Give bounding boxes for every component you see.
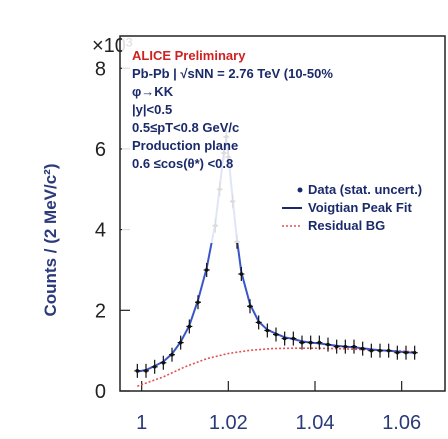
data-point xyxy=(247,299,253,314)
data-point xyxy=(333,339,340,354)
legend-item: Residual BG xyxy=(282,218,385,233)
annotation-line: Production plane xyxy=(132,138,238,153)
series-layer xyxy=(134,129,418,387)
data-point xyxy=(394,345,401,360)
y-tick-label: 2 xyxy=(95,300,106,322)
annotation-line: |y|<0.5 xyxy=(132,102,172,117)
residual-bg-curve xyxy=(137,347,415,387)
data-point xyxy=(351,339,357,354)
annotation-line: 0.5≤pT<0.8 GeV/c xyxy=(132,120,239,135)
data-point xyxy=(359,341,366,356)
data-point xyxy=(143,363,149,378)
annotation-line: 0.6 ≤cos(θ*) <0.8 xyxy=(132,156,233,171)
data-point xyxy=(281,331,288,346)
data-point xyxy=(273,327,279,342)
data-point xyxy=(325,337,331,352)
data-point xyxy=(195,295,201,310)
data-point xyxy=(316,335,323,350)
x-tick-label: 1.02 xyxy=(209,412,248,434)
data-point xyxy=(411,345,418,360)
y-tick-label: 8 xyxy=(95,58,106,80)
data-point xyxy=(255,315,262,330)
data-point xyxy=(177,335,184,350)
data-point xyxy=(203,262,210,277)
x-tick-label: 1 xyxy=(136,412,147,434)
x-tick-label: 1.04 xyxy=(296,412,335,434)
x-ticks: 1 1.02 1.04 1.06 xyxy=(136,381,421,434)
legend-label: Residual BG xyxy=(308,218,385,233)
data-point xyxy=(299,335,305,350)
data-point xyxy=(169,347,175,362)
y-axis-label: Counts / (2 MeV/c²) xyxy=(41,163,60,316)
annotation-line: ALICE Preliminary xyxy=(132,48,246,63)
plot-frame xyxy=(119,35,446,392)
legend-label: Voigtian Peak Fit xyxy=(308,200,412,215)
legend-label: Data (stat. uncert.) xyxy=(308,182,422,197)
data-point xyxy=(186,319,193,334)
data-point xyxy=(160,355,167,370)
data-point xyxy=(377,343,383,358)
data-point xyxy=(307,335,314,350)
x-tick-label: 1.06 xyxy=(382,412,421,434)
data-point xyxy=(290,331,297,346)
data-point xyxy=(151,359,158,374)
annotation-line: Pb-Pb | √sNN = 2.76 TeV (10-50% xyxy=(132,66,333,81)
annotation-line: φ→KK xyxy=(132,84,174,99)
data-point xyxy=(385,343,392,358)
y-tick-label: 0 xyxy=(95,381,106,403)
data-point xyxy=(134,363,141,378)
y-tick-label: 4 xyxy=(95,220,106,242)
data-point xyxy=(342,339,349,354)
data-point xyxy=(264,323,271,338)
data-point xyxy=(368,343,375,358)
y-tick-label: 6 xyxy=(95,139,106,161)
data-point xyxy=(403,345,409,360)
legend-item: Data (stat. uncert.) xyxy=(297,182,422,197)
data-point xyxy=(238,267,245,282)
legend-item: Voigtian Peak Fit xyxy=(282,200,412,215)
legend: Data (stat. uncert.) Voigtian Peak Fit Res… xyxy=(282,182,422,233)
